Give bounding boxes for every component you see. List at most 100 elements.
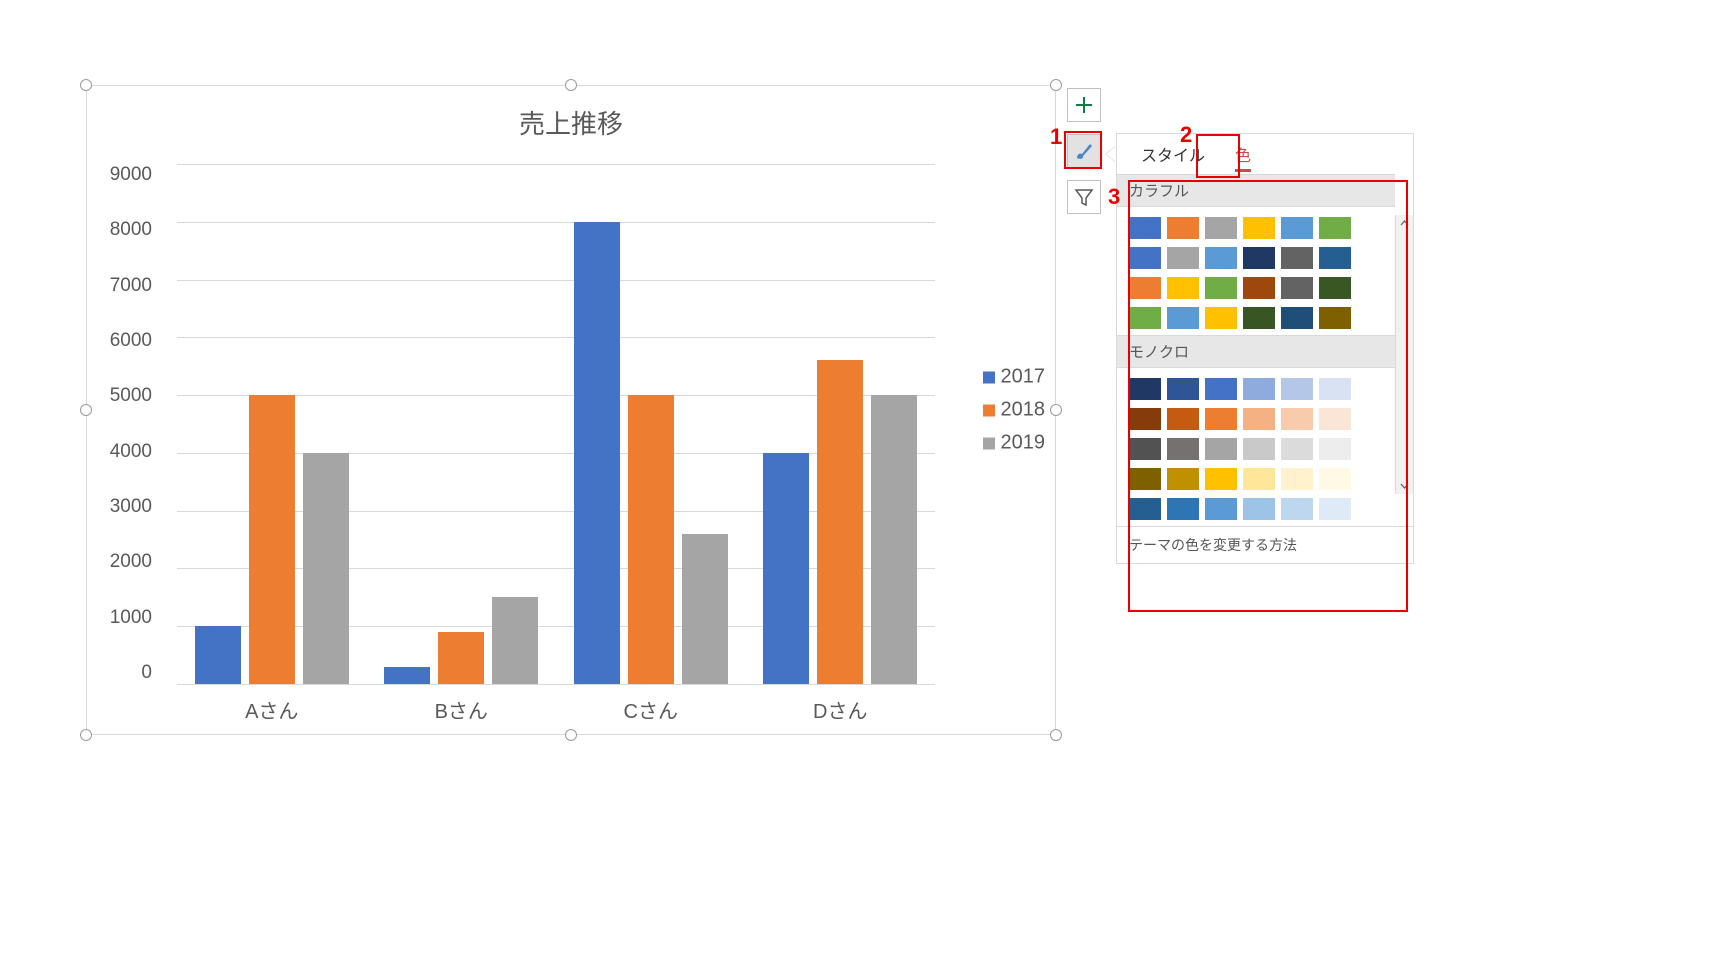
bar-group xyxy=(177,164,367,684)
flyout-pointer xyxy=(1106,146,1116,162)
bar[interactable] xyxy=(871,395,917,684)
filter-icon xyxy=(1074,187,1094,207)
x-tick-label: Bさん xyxy=(367,695,557,724)
legend-item[interactable]: 2019 xyxy=(983,432,1046,455)
color-swatch xyxy=(1281,247,1313,269)
selection-handle[interactable] xyxy=(565,79,577,91)
color-scheme-option[interactable] xyxy=(1129,498,1383,520)
color-scheme-option[interactable] xyxy=(1129,307,1383,329)
color-swatch xyxy=(1205,307,1237,329)
selection-handle[interactable] xyxy=(1050,729,1062,741)
color-scheme-option[interactable] xyxy=(1129,438,1383,460)
annotation-number: 3 xyxy=(1108,184,1120,210)
y-tick-label: 3000 xyxy=(110,496,152,518)
x-tick-label: Dさん xyxy=(746,695,936,724)
chart-title[interactable]: 売上推移 xyxy=(87,104,1055,141)
bar[interactable] xyxy=(438,632,484,684)
color-swatch xyxy=(1243,438,1275,460)
flyout-scrollbar[interactable] xyxy=(1395,215,1413,494)
y-tick-label: 1000 xyxy=(110,607,152,629)
color-swatch xyxy=(1319,468,1351,490)
color-swatch xyxy=(1167,408,1199,430)
color-swatch xyxy=(1319,217,1351,239)
selection-handle[interactable] xyxy=(80,729,92,741)
bar[interactable] xyxy=(628,395,674,684)
bar[interactable] xyxy=(195,626,241,684)
color-scheme-option[interactable] xyxy=(1129,217,1383,239)
change-theme-color-link[interactable]: テーマの色を変更する方法 xyxy=(1117,526,1413,563)
y-axis-labels: 9000800070006000500040003000200010000 xyxy=(97,164,152,684)
color-swatch xyxy=(1281,217,1313,239)
color-swatch xyxy=(1205,277,1237,299)
color-scheme-option[interactable] xyxy=(1129,468,1383,490)
color-swatch xyxy=(1129,438,1161,460)
color-scheme-option[interactable] xyxy=(1129,408,1383,430)
bar[interactable] xyxy=(492,597,538,684)
selection-handle[interactable] xyxy=(80,404,92,416)
color-swatch xyxy=(1319,277,1351,299)
brush-icon xyxy=(1073,140,1095,162)
color-swatch xyxy=(1205,498,1237,520)
legend-swatch xyxy=(983,371,995,383)
bar[interactable] xyxy=(574,222,620,684)
color-swatch xyxy=(1319,408,1351,430)
legend-item[interactable]: 2017 xyxy=(983,366,1046,389)
y-tick-label: 0 xyxy=(141,662,152,684)
tab-color[interactable]: 色 xyxy=(1233,138,1253,170)
color-swatch xyxy=(1167,247,1199,269)
color-swatch xyxy=(1129,217,1161,239)
color-swatch xyxy=(1243,408,1275,430)
y-tick-label: 8000 xyxy=(110,219,152,241)
bar[interactable] xyxy=(817,360,863,684)
color-scheme-option[interactable] xyxy=(1129,247,1383,269)
bar[interactable] xyxy=(682,534,728,684)
legend-swatch xyxy=(983,404,995,416)
color-swatch xyxy=(1205,408,1237,430)
chart-elements-button[interactable] xyxy=(1067,88,1101,122)
chart-frame[interactable]: 売上推移 90008000700060005000400030002000100… xyxy=(86,85,1056,735)
bar[interactable] xyxy=(303,453,349,684)
color-swatch xyxy=(1319,438,1351,460)
section-colorful-header: カラフル xyxy=(1117,174,1395,207)
selection-handle[interactable] xyxy=(565,729,577,741)
bar[interactable] xyxy=(249,395,295,684)
color-swatch xyxy=(1281,498,1313,520)
mono-swatches xyxy=(1117,368,1395,526)
chart-legend[interactable]: 2017 2018 2019 xyxy=(983,366,1046,455)
selection-handle[interactable] xyxy=(1050,79,1062,91)
color-swatch xyxy=(1205,378,1237,400)
legend-item[interactable]: 2018 xyxy=(983,399,1046,422)
color-swatch xyxy=(1129,277,1161,299)
color-swatch xyxy=(1243,498,1275,520)
section-mono-header: モノクロ xyxy=(1117,335,1395,368)
x-axis-labels: AさんBさんCさんDさん xyxy=(177,695,935,724)
legend-label: 2018 xyxy=(1001,399,1046,422)
chart-filter-button[interactable] xyxy=(1067,180,1101,214)
tab-style[interactable]: スタイル xyxy=(1139,138,1207,170)
chart-styles-button[interactable] xyxy=(1067,134,1101,168)
y-tick-label: 7000 xyxy=(110,275,152,297)
bar[interactable] xyxy=(384,667,430,684)
color-swatch xyxy=(1243,247,1275,269)
selection-handle[interactable] xyxy=(80,79,92,91)
color-swatch xyxy=(1167,438,1199,460)
color-swatch xyxy=(1129,307,1161,329)
color-swatch xyxy=(1129,247,1161,269)
x-tick-label: Cさん xyxy=(556,695,746,724)
selection-handle[interactable] xyxy=(1050,404,1062,416)
color-swatch xyxy=(1281,307,1313,329)
color-scheme-option[interactable] xyxy=(1129,277,1383,299)
scroll-down-icon[interactable] xyxy=(1396,477,1413,494)
colorful-swatches xyxy=(1117,207,1395,335)
color-swatch xyxy=(1319,498,1351,520)
color-scheme-option[interactable] xyxy=(1129,378,1383,400)
color-swatch xyxy=(1205,468,1237,490)
chart-style-flyout: スタイル 色 カラフル モノクロ テーマの色を変更する方法 xyxy=(1116,133,1414,564)
color-swatch xyxy=(1243,217,1275,239)
bar[interactable] xyxy=(763,453,809,684)
color-swatch xyxy=(1319,247,1351,269)
color-swatch xyxy=(1281,277,1313,299)
color-swatch xyxy=(1319,378,1351,400)
scroll-up-icon[interactable] xyxy=(1396,215,1413,232)
color-swatch xyxy=(1243,378,1275,400)
